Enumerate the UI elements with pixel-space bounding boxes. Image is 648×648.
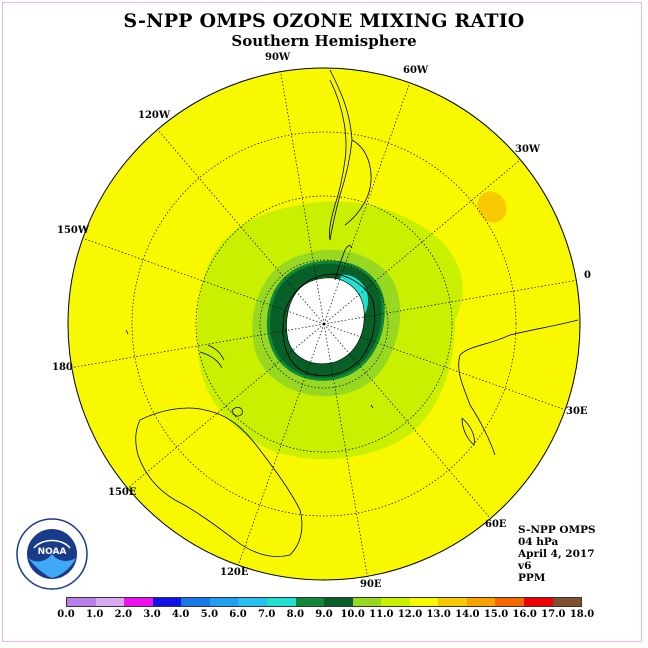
map-title: S-NPP OMPS OZONE MIXING RATIO [123,10,525,32]
polar-cap-nodata [286,277,365,364]
colorbar-tick-1: 1.0 [85,609,104,620]
colorbar-tick-6: 6.0 [229,609,247,620]
lon-label-150w: 150W [57,225,90,236]
colorbar-segment-16 [524,598,553,606]
lon-label-30w: 30W [515,144,541,155]
coast-antarctic-peninsula [334,245,353,281]
lon-label-180: 180 [52,362,73,373]
colorbar-tick-3: 3.0 [143,609,161,620]
info-date: April 4, 2017 [518,548,595,560]
coastlines [125,69,579,557]
lon-label-0: 0 [584,270,591,281]
colorbar-segment-10 [352,598,382,606]
lon-label-60w: 60W [403,65,429,76]
lon-label-90e: 90E [360,579,382,590]
lon-label-120w: 120W [138,110,171,121]
colorbar-tick-13: 13.0 [426,609,451,620]
coast-antarctica [282,273,376,376]
lon-label-90w: 90W [265,52,291,63]
coast-australia [135,407,303,557]
colorbar-segment-4 [181,598,210,606]
colorbar-tick-8: 8.0 [286,609,305,620]
colorbar-tick-4: 4.0 [171,609,190,620]
colorbar-tick-10: 10.0 [340,609,365,620]
colorbar-tick-15: 15.0 [483,609,509,620]
colorbar-segment-17 [552,598,582,606]
field-local-max [477,191,507,223]
colorbar-segment-1 [95,598,125,606]
coast-new-zealand [199,344,225,369]
colorbar-segment-13 [438,598,467,606]
colorbar [66,597,582,607]
info-level: 04 hPa [518,536,559,548]
noaa-logo: NOAA [16,518,88,590]
coast-south-america [329,69,372,241]
colorbar-segment-6 [238,598,267,606]
noaa-logo-text: NOAA [38,547,67,557]
info-block: S-NPP OMPS 04 hPa April 4, 2017 v6 PPM [518,524,596,584]
colorbar-tick-7: 7.0 [257,609,276,620]
colorbar-tick-14: 14.0 [455,609,480,620]
colorbar-segment-2 [124,598,153,606]
colorbar-segment-11 [381,598,410,606]
colorbar-segment-7 [266,598,296,606]
info-version: v6 [518,560,532,572]
colorbar-tick-17: 17.0 [541,609,566,620]
coast-tasmania [231,407,243,417]
info-instrument: S-NPP OMPS [518,524,596,536]
colorbar-tick-9: 9.0 [315,609,333,620]
colorbar-segment-0 [67,598,96,606]
colorbar-segment-5 [209,598,239,606]
lon-label-150e: 150E [108,487,137,498]
coast-africa [458,319,579,456]
longitude-labels: 90W 60W 30W 120W 150W 0 180 30E 150E 60E… [52,52,591,590]
colorbar-tick-12: 12.0 [397,609,423,620]
colorbar-segment-8 [295,598,325,606]
colorbar-segment-14 [466,598,496,606]
colorbar-segment-3 [152,598,182,606]
info-units: PPM [518,572,546,584]
colorbar-tick-0: 0.0 [57,609,75,620]
coast-madagascar [461,417,475,446]
colorbar-segment-12 [409,598,439,606]
colorbar-tick-5: 5.0 [200,609,219,620]
map-subtitle: Southern Hemisphere [231,32,417,50]
colorbar-tick-11: 11.0 [369,609,394,620]
colorbar-segment-9 [324,598,353,606]
colorbar-tick-18: 18.0 [569,609,595,620]
colorbar-segment-15 [495,598,524,606]
lon-label-30e: 30E [566,406,588,417]
colorbar-tick-16: 16.0 [512,609,537,620]
lon-label-60e: 60E [485,519,507,530]
figure-frame [2,2,642,642]
lon-label-120e: 120E [220,567,249,578]
colorbar-tick-2: 2.0 [114,609,133,620]
